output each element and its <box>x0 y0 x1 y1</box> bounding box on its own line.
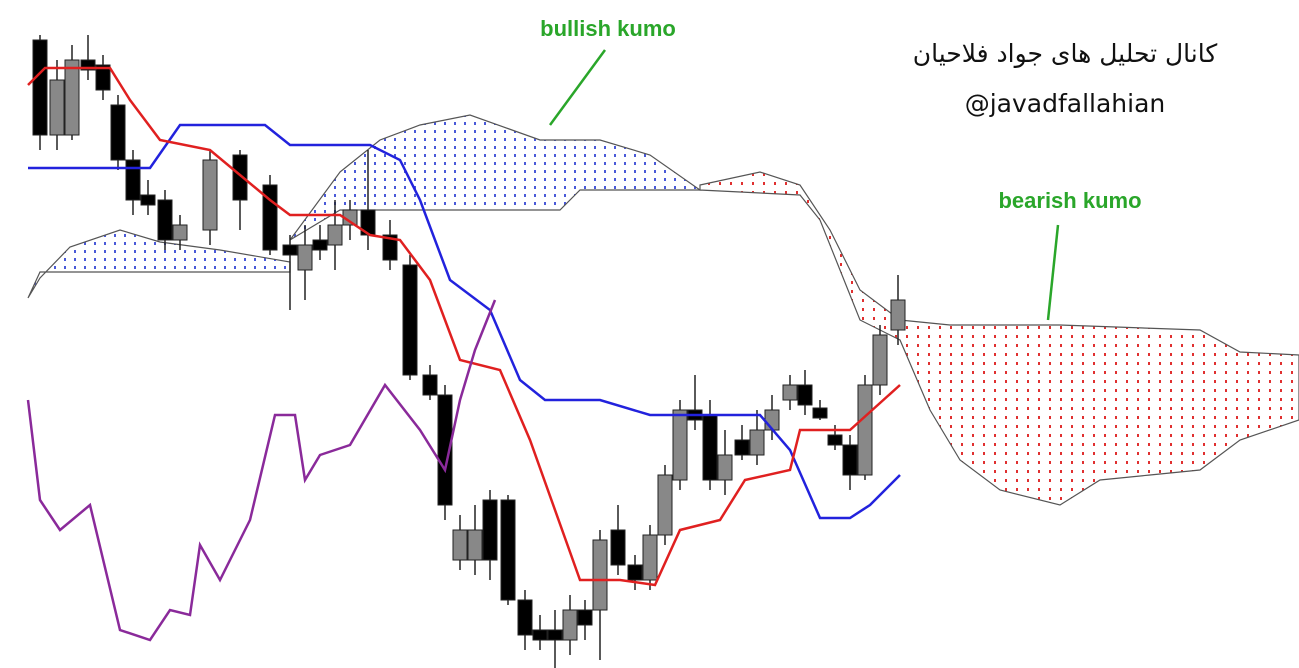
candle-body <box>422 374 438 396</box>
candle-body <box>49 79 65 136</box>
candle-body <box>297 244 313 271</box>
candle-body <box>577 609 593 626</box>
candle-body <box>532 629 548 641</box>
candle-body <box>657 474 673 536</box>
candle-body <box>482 499 498 561</box>
candle-body <box>500 499 516 601</box>
bullish-label: bullish kumo <box>540 16 676 41</box>
candle-body <box>80 59 96 71</box>
candle-body <box>592 539 608 611</box>
candle-body <box>562 609 578 641</box>
candle-body <box>282 244 298 256</box>
candle-body <box>610 529 626 566</box>
candle-body <box>452 529 468 561</box>
candle-body <box>734 439 750 456</box>
bearish-cloud <box>699 171 1299 506</box>
candle-body <box>232 154 248 201</box>
candle-body <box>842 444 858 476</box>
kijun-line <box>28 123 901 520</box>
candle-body <box>172 224 188 241</box>
candle-body <box>140 194 156 206</box>
candle-body <box>890 299 906 331</box>
bearish-label: bearish kumo <box>998 188 1141 213</box>
candle-body <box>672 409 688 481</box>
candle-body <box>157 199 173 241</box>
candle-body <box>872 334 888 386</box>
candle-body <box>437 394 453 506</box>
candle-body <box>642 534 658 581</box>
candle-body <box>812 407 828 419</box>
candle-body <box>517 599 533 636</box>
bullish-cloud <box>27 229 291 299</box>
candle-body <box>782 384 798 401</box>
candle-body <box>64 59 80 136</box>
candle-body <box>827 434 843 446</box>
candle-body <box>764 409 780 431</box>
candle-body <box>110 104 126 161</box>
channel-handle: @javadfallahian <box>965 89 1166 118</box>
candle-body <box>32 39 48 136</box>
candle-body <box>95 64 111 91</box>
chikou-line <box>26 299 497 642</box>
candle-body <box>702 414 718 481</box>
candle-body <box>797 384 813 406</box>
candle-body <box>467 529 483 561</box>
candle-body <box>717 454 733 481</box>
candle-body <box>547 629 563 641</box>
candle-body <box>312 239 328 251</box>
annotation-pointer <box>1046 224 1060 321</box>
annotation-pointer <box>548 49 607 126</box>
candle-body <box>327 224 343 246</box>
candle-body <box>202 159 218 231</box>
channel-name: کانال تحلیل های جواد فلاحیان <box>913 39 1218 68</box>
candle-body <box>749 429 765 456</box>
candles <box>32 35 906 668</box>
candle-body <box>627 564 643 581</box>
tenkan-line <box>27 66 901 587</box>
candle-body <box>857 384 873 476</box>
candle-body <box>125 159 141 201</box>
candle-body <box>382 234 398 261</box>
candle-body <box>402 264 418 376</box>
